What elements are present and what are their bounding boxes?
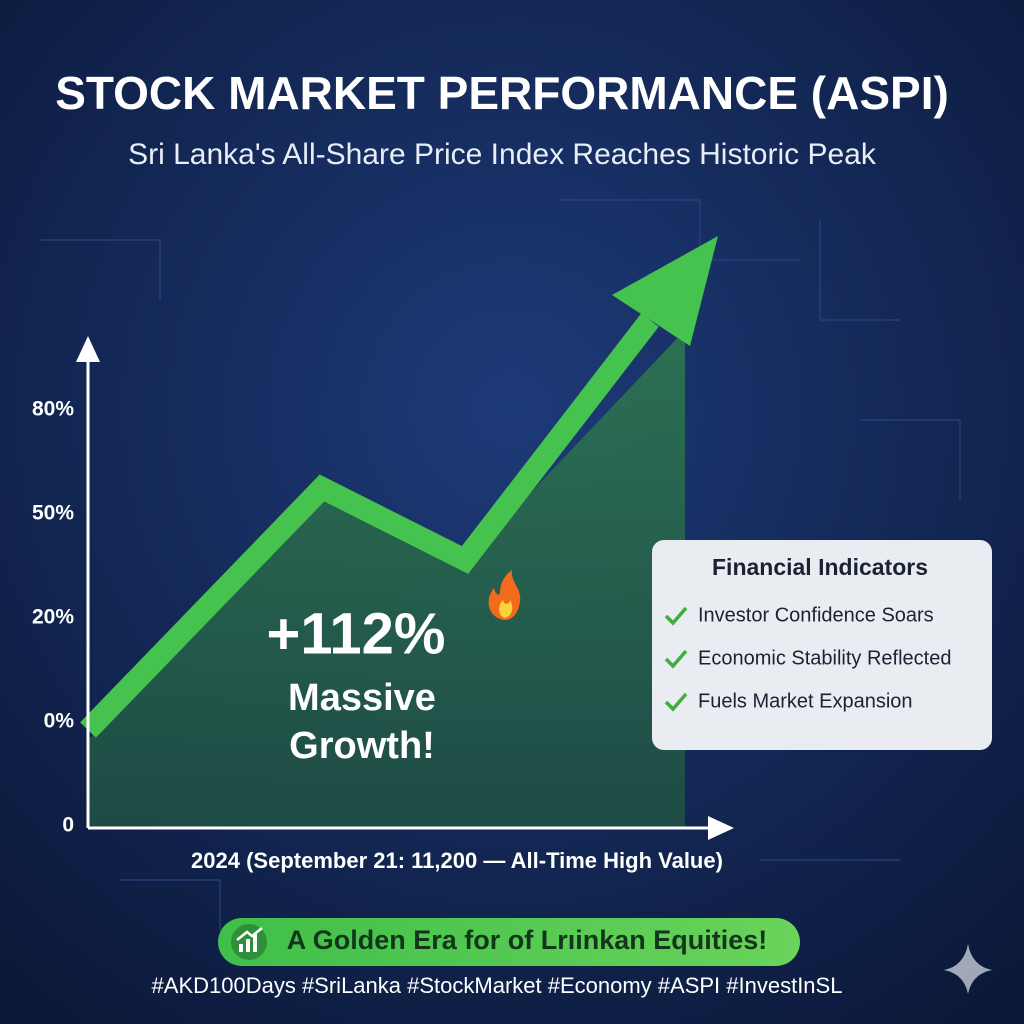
chart-title: STOCK MARKET PERFORMANCE (ASPI): [55, 67, 949, 119]
check-icon: [664, 606, 688, 626]
indicator-item: Economic Stability Reflected: [698, 647, 951, 669]
indicators-title: Financial Indicators: [712, 554, 928, 580]
annotation-line: Growth!: [289, 725, 435, 767]
indicators-card: [652, 540, 992, 750]
indicator-item: Investor Confidence Soars: [698, 604, 934, 626]
y-axis-label: 0: [62, 814, 74, 837]
banner: [218, 918, 800, 966]
y-axis-label: 20%: [32, 606, 74, 629]
x-axis-arrow: [708, 816, 734, 840]
banner-text: A Golden Era for of Lrıinkan Equities!: [287, 925, 768, 955]
trend-line: [80, 313, 659, 738]
arrow-head: [612, 236, 718, 346]
y-axis-label: 80%: [32, 398, 74, 421]
banner-icon: [231, 924, 267, 960]
annotation-line: Massive: [288, 677, 436, 719]
circuit-pattern: [40, 199, 961, 930]
fire-icon: [488, 570, 521, 620]
chart-subtitle: Sri Lanka's All-Share Price Index Reache…: [128, 138, 877, 171]
x-axis-label: 2024 (September 21: 11,200 — All-Time Hi…: [191, 848, 723, 873]
check-icon: [664, 649, 688, 669]
annotation-headline: +112%: [266, 601, 445, 666]
sparkle: [944, 944, 992, 994]
indicator-item: Fuels Market Expansion: [698, 690, 913, 712]
y-axis-label: 0%: [44, 710, 75, 733]
area-fill: [88, 330, 685, 828]
hashtags: #AKD100Days #SriLanka #StockMarket #Econ…: [152, 973, 843, 998]
y-axis-arrow: [76, 336, 100, 362]
y-axis-label: 50%: [32, 502, 74, 525]
check-icon: [664, 692, 688, 712]
